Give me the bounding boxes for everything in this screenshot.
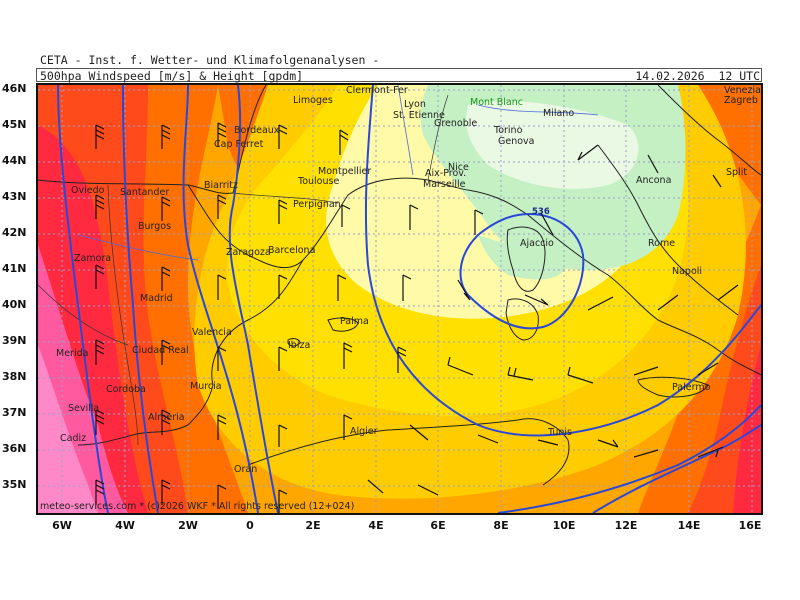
lon-label: 6E (430, 519, 446, 532)
city-label: Palermo (672, 382, 711, 393)
city-label: Zaragoza (226, 247, 271, 258)
lon-label: 2W (178, 519, 198, 532)
lat-label: 40N (2, 298, 27, 311)
city-label: Madrid (140, 293, 173, 304)
lat-label: 46N (2, 82, 27, 95)
city-label: Merida (56, 348, 89, 359)
city-label: Murcia (190, 381, 222, 392)
city-label: Montpellier (318, 166, 372, 177)
city-label: Aix-Prov. (425, 168, 467, 179)
lat-label: 36N (2, 442, 27, 455)
header-title: CETA - Inst. f. Wetter- und Klimafolgena… (40, 53, 380, 67)
city-label: Marseille (423, 179, 466, 190)
city-label: Limoges (293, 95, 333, 106)
city-label: Bordeaux (234, 125, 280, 136)
city-label: Lyon (404, 99, 426, 110)
borders (38, 94, 449, 446)
city-label: Grenoble (434, 118, 478, 129)
city-label: Genova (498, 136, 535, 147)
windspeed-band-red-east (733, 345, 761, 513)
lon-label: 12E (614, 519, 638, 532)
height-contours (57, 85, 761, 513)
city-label: Torino (494, 125, 523, 136)
city-label: Cordoba (106, 384, 146, 395)
city-label: Sevilla (68, 403, 100, 414)
lat-label: 43N (2, 190, 27, 203)
weather-map: Clermont-Fer Limoges Lyon St. Etienne Mo… (36, 83, 763, 515)
graticule (38, 85, 761, 513)
city-label: Mont Blanc (470, 97, 523, 108)
rivers (77, 85, 599, 261)
city-label: Cap Ferret (214, 139, 264, 150)
city-label: Nice (448, 162, 469, 173)
parameter-bar (36, 68, 762, 82)
parameter-label: 500hpa Windspeed [m/s] & Height [gpdm] (40, 69, 304, 83)
lon-label: 2E (305, 519, 321, 532)
windspeed-band-lightpink-west (38, 345, 98, 513)
lon-label: 4E (368, 519, 384, 532)
city-label: Ajaccio (520, 238, 554, 249)
lat-label: 38N (2, 370, 27, 383)
lon-label: 8E (493, 519, 509, 532)
lon-label: 14E (677, 519, 701, 532)
city-label: Palma (340, 316, 369, 327)
city-label: Zamora (74, 253, 112, 264)
city-label: Zagreb (724, 95, 758, 106)
lat-label: 42N (2, 226, 27, 239)
credit-text: meteo-services.com * (c)2026 WKF * All r… (40, 501, 355, 512)
lat-label: 41N (2, 262, 27, 275)
lon-label: 10E (552, 519, 576, 532)
city-label: Cadiz (60, 433, 87, 444)
city-label: Toulouse (298, 176, 340, 187)
city-label: Split (726, 167, 748, 178)
lon-label: 0 (246, 519, 254, 532)
city-label: Ibiza (288, 340, 311, 351)
city-label: Rome (648, 238, 676, 249)
lon-label: 16E (738, 519, 762, 532)
city-label: Almeria (148, 412, 185, 423)
city-label: Biarritz (204, 180, 238, 191)
city-label: Burgos (138, 221, 172, 232)
coastlines (38, 85, 761, 486)
lat-label: 37N (2, 406, 27, 419)
lat-label: 39N (2, 334, 27, 347)
city-label: Ciudad Real (132, 345, 189, 356)
city-label: Santander (120, 187, 170, 198)
city-label: Barcelona (268, 245, 316, 256)
windspeed-region-verylightgreen (466, 101, 639, 189)
lat-label: 35N (2, 478, 27, 491)
height-contour-label: 536 (532, 207, 550, 217)
city-label: Napoli (672, 266, 703, 277)
city-label: Oran (234, 464, 258, 475)
lon-label: 4W (115, 519, 135, 532)
city-label: Clermont-Fer (346, 85, 408, 96)
city-label: Tunis (548, 427, 572, 438)
wind-barbs (95, 122, 739, 513)
valid-datetime: 14.02.2026 12 UTC (635, 69, 760, 83)
lon-label: 6W (52, 519, 72, 532)
city-label: Valencia (192, 327, 232, 338)
map-canvas (38, 85, 761, 513)
lat-label: 44N (2, 154, 27, 167)
city-label: Oviedo (71, 185, 105, 196)
city-label: Ancona (636, 175, 672, 186)
city-label: Venezia (724, 85, 761, 96)
city-label: Algier (350, 426, 378, 437)
lat-label: 45N (2, 118, 27, 131)
city-label: Milano (543, 108, 575, 119)
city-label: St. Etienne (393, 110, 445, 121)
city-label: Perpignan (293, 199, 341, 210)
